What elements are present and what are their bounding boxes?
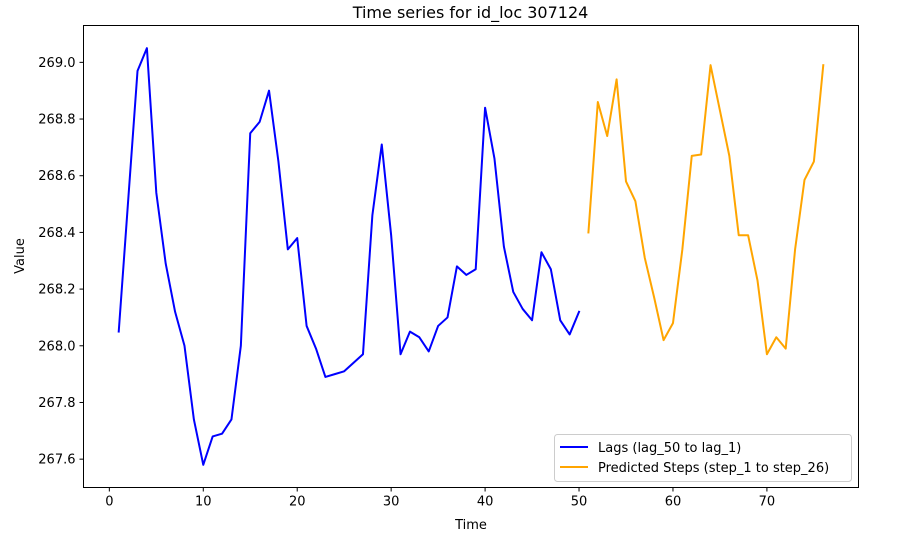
series-group <box>117 47 825 466</box>
x-tick-label: 10 <box>195 495 212 510</box>
y-tick-label: 267.6 <box>38 453 75 468</box>
legend: Lags (lag_50 to lag_1) Predicted Steps (… <box>554 434 852 482</box>
legend-label-lags: Lags (lag_50 to lag_1) <box>598 441 741 456</box>
y-axis: 267.6 267.8 268.0 268.2 268.4 268.6 268.8 269.0 <box>38 56 84 468</box>
y-tick-label: 268.2 <box>38 283 75 298</box>
y-axis-label: Value <box>13 238 28 274</box>
x-tick-label: 0 <box>105 495 113 510</box>
x-tick-label: 50 <box>571 495 588 510</box>
x-axis-label: Time <box>454 518 487 533</box>
y-tick-label: 268.4 <box>38 226 75 241</box>
chart-title: Time series for id_loc 307124 <box>352 3 589 23</box>
y-tick-label: 267.8 <box>38 396 75 411</box>
y-tick-label: 268.0 <box>38 339 75 354</box>
x-tick-label: 70 <box>759 495 776 510</box>
x-tick-label: 30 <box>383 495 400 510</box>
x-axis: 0 10 20 30 40 50 60 70 <box>105 487 776 510</box>
plot-area <box>83 25 859 488</box>
legend-label-predicted: Predicted Steps (step_1 to step_26) <box>598 461 829 476</box>
x-tick-label: 20 <box>289 495 306 510</box>
legend-box <box>554 434 852 482</box>
y-tick-label: 269.0 <box>38 56 75 71</box>
y-tick-label: 268.8 <box>38 113 75 128</box>
x-tick-label: 60 <box>665 495 682 510</box>
plot-frame <box>83 25 859 488</box>
y-tick-label: 268.6 <box>38 169 75 184</box>
series-line-predicted <box>587 64 825 356</box>
x-tick-label: 40 <box>477 495 494 510</box>
series-line-lags <box>117 47 581 466</box>
